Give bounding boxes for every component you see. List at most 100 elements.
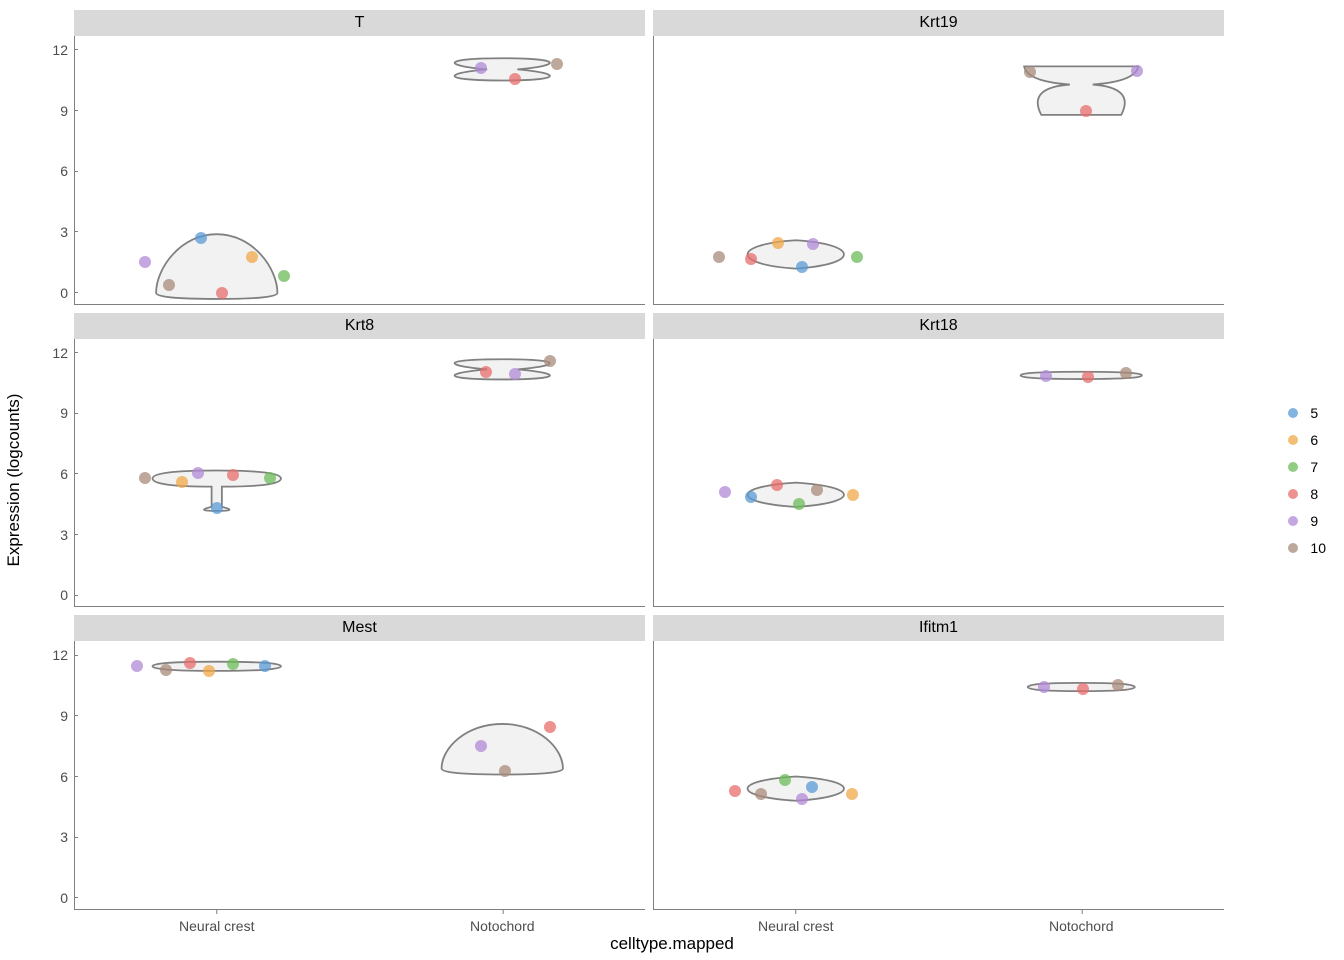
x-tick: Notochord <box>470 910 535 934</box>
facet-strip: Krt19 <box>653 10 1224 36</box>
legend-label: 9 <box>1310 513 1318 529</box>
data-point <box>1131 65 1143 77</box>
data-point <box>811 484 823 496</box>
y-tick: 0 <box>60 890 74 906</box>
y-tick: 9 <box>60 708 74 724</box>
data-point <box>796 261 808 273</box>
data-point <box>1080 105 1092 117</box>
data-point <box>771 479 783 491</box>
y-tick: 0 <box>60 285 74 301</box>
facet-krt18: Krt18 <box>653 313 1224 608</box>
legend-dot <box>1288 543 1298 553</box>
data-point <box>227 658 239 670</box>
data-point <box>176 476 188 488</box>
data-point <box>806 781 818 793</box>
legend-label: 10 <box>1310 540 1326 556</box>
data-point <box>847 489 859 501</box>
legend: 5678910 <box>1288 399 1326 561</box>
y-tick: 12 <box>52 647 74 663</box>
data-point <box>793 498 805 510</box>
data-point <box>139 472 151 484</box>
y-tick: 3 <box>60 527 74 543</box>
data-point <box>184 657 196 669</box>
data-point <box>499 765 511 777</box>
violin-notochord <box>455 58 550 80</box>
data-point <box>475 740 487 752</box>
x-tick: Notochord <box>1049 910 1114 934</box>
legend-dot <box>1288 408 1298 418</box>
data-point <box>772 237 784 249</box>
data-point <box>779 774 791 786</box>
data-point <box>203 665 215 677</box>
y-tick: 9 <box>60 103 74 119</box>
facet-strip: Ifitm1 <box>653 615 1224 641</box>
facet-t: T036912 <box>74 10 645 305</box>
legend-dot <box>1288 516 1298 526</box>
legend-dot <box>1288 462 1298 472</box>
legend-item-8: 8 <box>1288 480 1326 507</box>
legend-item-9: 9 <box>1288 507 1326 534</box>
chart-container: Expression (logcounts) celltype.mapped T… <box>0 0 1344 960</box>
violin-layer <box>74 641 645 910</box>
y-tick: 6 <box>60 163 74 179</box>
data-point <box>846 788 858 800</box>
legend-label: 8 <box>1310 486 1318 502</box>
data-point <box>719 486 731 498</box>
violin-layer <box>74 36 645 305</box>
data-point <box>246 251 258 263</box>
y-tick: 0 <box>60 587 74 603</box>
facet-panel: 036912 <box>74 339 645 608</box>
data-point <box>509 368 521 380</box>
facet-panel: 036912Neural crestNotochord <box>74 641 645 910</box>
facet-strip: Mest <box>74 615 645 641</box>
data-point <box>755 788 767 800</box>
x-tick: Neural crest <box>179 910 254 934</box>
data-point <box>160 664 172 676</box>
violin-layer <box>74 339 645 608</box>
data-point <box>713 251 725 263</box>
data-point <box>745 253 757 265</box>
y-tick: 12 <box>52 345 74 361</box>
data-point <box>1120 367 1132 379</box>
data-point <box>729 785 741 797</box>
violin-layer <box>653 641 1224 910</box>
data-point <box>796 793 808 805</box>
data-point <box>509 73 521 85</box>
y-tick: 12 <box>52 42 74 58</box>
y-axis-label: Expression (logcounts) <box>4 394 24 567</box>
legend-label: 7 <box>1310 459 1318 475</box>
legend-item-7: 7 <box>1288 453 1326 480</box>
data-point <box>807 238 819 250</box>
data-point <box>278 270 290 282</box>
data-point <box>851 251 863 263</box>
data-point <box>544 721 556 733</box>
data-point <box>544 355 556 367</box>
facet-panel <box>653 36 1224 305</box>
data-point <box>163 279 175 291</box>
violin-layer <box>653 339 1224 608</box>
y-tick: 3 <box>60 224 74 240</box>
violin-notochord <box>455 359 550 379</box>
legend-item-5: 5 <box>1288 399 1326 426</box>
data-point <box>195 232 207 244</box>
facet-strip: T <box>74 10 645 36</box>
facet-panel <box>653 339 1224 608</box>
y-tick: 6 <box>60 466 74 482</box>
facet-ifitm1: Ifitm1Neural crestNotochord <box>653 615 1224 910</box>
data-point <box>551 58 563 70</box>
data-point <box>745 491 757 503</box>
y-tick: 3 <box>60 829 74 845</box>
facet-strip: Krt8 <box>74 313 645 339</box>
legend-dot <box>1288 489 1298 499</box>
data-point <box>480 366 492 378</box>
facet-mest: Mest036912Neural crestNotochord <box>74 615 645 910</box>
facet-panel: 036912 <box>74 36 645 305</box>
data-point <box>1040 370 1052 382</box>
y-tick: 9 <box>60 405 74 421</box>
x-axis-label: celltype.mapped <box>610 934 734 954</box>
facet-krt8: Krt8036912 <box>74 313 645 608</box>
legend-item-10: 10 <box>1288 534 1326 561</box>
y-tick: 6 <box>60 769 74 785</box>
facet-panel: Neural crestNotochord <box>653 641 1224 910</box>
x-tick: Neural crest <box>758 910 833 934</box>
